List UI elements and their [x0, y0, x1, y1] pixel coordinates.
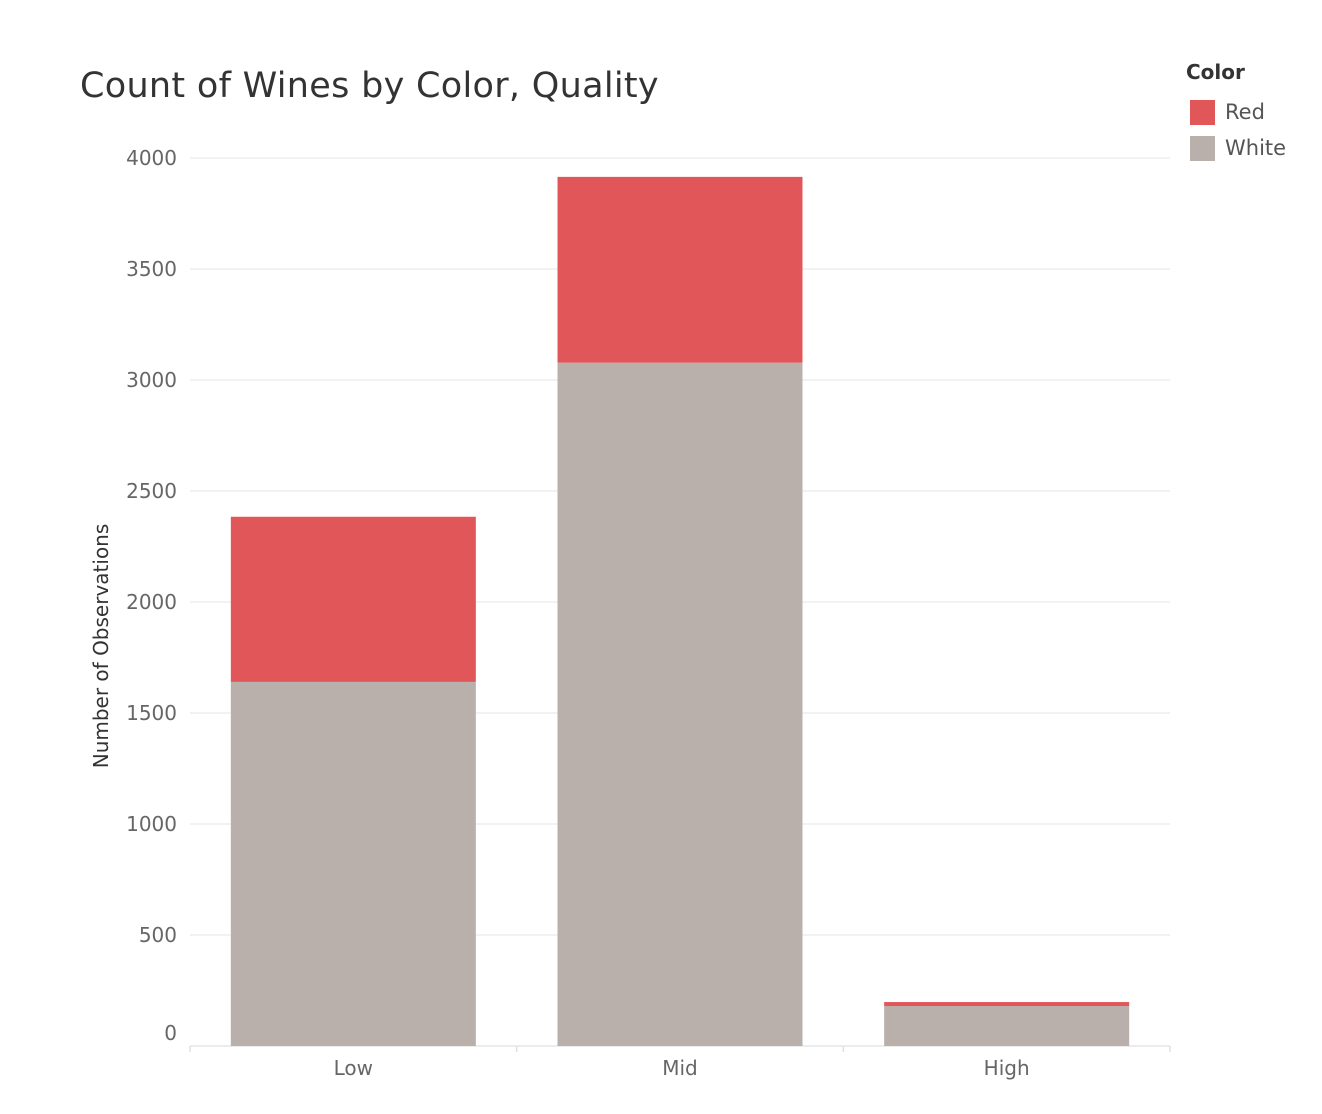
y-tick-label-3000: 3000 — [126, 368, 177, 392]
y-tick-label-0: 0 — [164, 1021, 177, 1045]
y-axis-title: Number of Observations — [89, 524, 113, 769]
legend-item-red[interactable]: Red — [1186, 94, 1316, 130]
legend-swatch-red — [1190, 99, 1215, 125]
x-tick-label-high: High — [984, 1056, 1030, 1080]
y-tick-label-500: 500 — [139, 923, 177, 947]
y-tick-label-2500: 2500 — [126, 479, 177, 503]
legend-label-white: White — [1225, 136, 1287, 160]
y-axis-ticks: 0 500 1000 1500 2000 2500 3000 3500 4000 — [126, 146, 177, 1045]
legend-item-white[interactable]: White — [1186, 130, 1316, 166]
x-axis-ticks: Low Mid High — [334, 1056, 1030, 1080]
bar-low-white — [230, 681, 476, 1046]
bar-low-red — [230, 516, 476, 682]
bar-mid-red — [557, 176, 803, 363]
y-tick-label-4000: 4000 — [126, 146, 177, 170]
bar-high-white — [884, 1006, 1130, 1046]
legend-label-red: Red — [1225, 100, 1265, 124]
x-tick-label-low: Low — [334, 1056, 373, 1080]
x-tick-label-mid: Mid — [662, 1056, 698, 1080]
y-tick-label-3500: 3500 — [126, 257, 177, 281]
y-tick-label-1500: 1500 — [126, 701, 177, 725]
legend: Color Red White — [1186, 60, 1316, 166]
bar-high-red — [884, 1002, 1130, 1007]
bars — [230, 176, 1130, 1047]
y-tick-label-1000: 1000 — [126, 812, 177, 836]
legend-title: Color — [1186, 60, 1245, 84]
y-tick-label-2000: 2000 — [126, 590, 177, 614]
bar-mid-white — [557, 362, 803, 1047]
legend-swatch-white — [1190, 135, 1215, 161]
chart-title: Count of Wines by Color, Quality — [80, 66, 659, 106]
